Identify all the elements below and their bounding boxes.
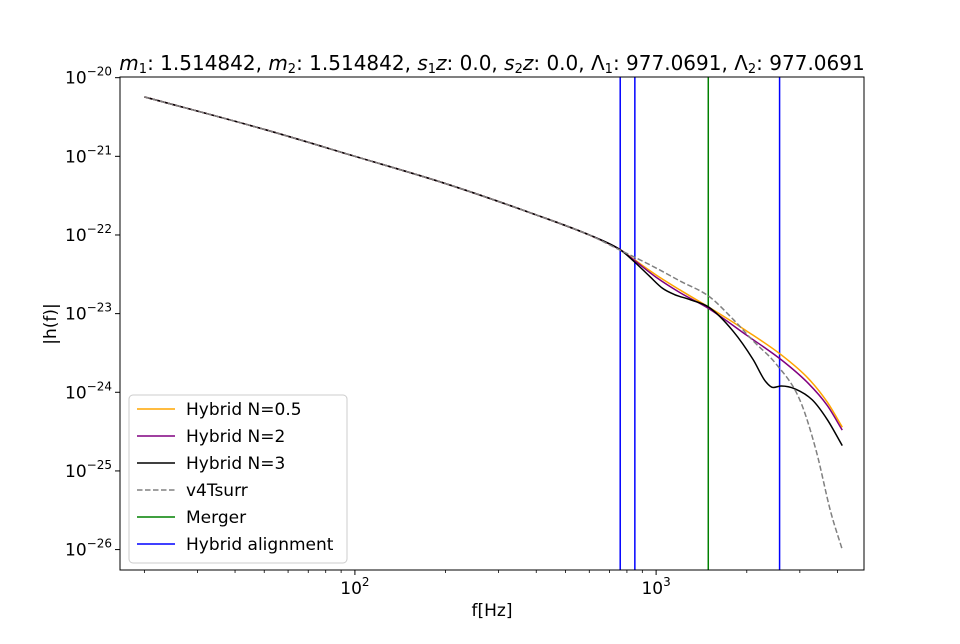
title-part: 2 (748, 62, 756, 77)
tick-label: 10−26 (65, 537, 112, 561)
tick-label: 103 (641, 575, 670, 599)
tick-label: 10−23 (65, 301, 112, 325)
legend-label: Hybrid N=2 (186, 427, 285, 447)
legend: Hybrid N=0.5 Hybrid N=2 Hybrid N=3 v4Tsurr M… (128, 394, 348, 564)
title-part: 1 (139, 62, 147, 77)
title-part: m (119, 51, 138, 75)
title-part: s (504, 51, 514, 75)
series-line-hybrid-n-3 (144, 96, 843, 446)
series-line-v4tsurr (144, 96, 843, 550)
title-part: : 0.0, (533, 51, 591, 75)
title-part: z (522, 51, 534, 75)
title-part: : 977.0691, (613, 51, 734, 75)
title-part: Λ (591, 51, 605, 75)
title-part: : 1.514842, (296, 51, 417, 75)
title-part: Λ (734, 51, 748, 75)
legend-label: Merger (186, 508, 246, 528)
tick-label: 10−24 (65, 379, 112, 403)
tick-label: 10−20 (65, 65, 112, 89)
tick-label: 10−25 (65, 458, 112, 482)
chart-title: m1: 1.514842, m2: 1.514842, s1z: 0.0, s2… (119, 51, 864, 77)
plot-frame (119, 76, 865, 571)
tick-label: 10−21 (65, 143, 112, 167)
title-part: 1 (605, 62, 613, 77)
title-part: 2 (288, 62, 296, 77)
tick-label: 10−22 (65, 222, 112, 246)
legend-box (128, 394, 348, 564)
title-part: s (417, 51, 427, 75)
x-axis-label: f[Hz] (472, 601, 513, 621)
title-part: m (268, 51, 287, 75)
legend-label: v4Tsurr (186, 481, 248, 501)
title-part: 1 (428, 62, 436, 77)
title-part: : 0.0, (447, 51, 505, 75)
title-part: : 977.0691 (756, 51, 865, 75)
legend-label: Hybrid alignment (186, 535, 334, 555)
y-axis-label: |h(f)| (41, 303, 61, 344)
title-part: z (435, 51, 447, 75)
tick-label: 102 (340, 575, 369, 599)
title-part: 2 (515, 62, 523, 77)
legend-label: Hybrid N=0.5 (186, 400, 302, 420)
legend-label: Hybrid N=3 (186, 454, 285, 474)
title-part: : 1.514842, (147, 51, 268, 75)
